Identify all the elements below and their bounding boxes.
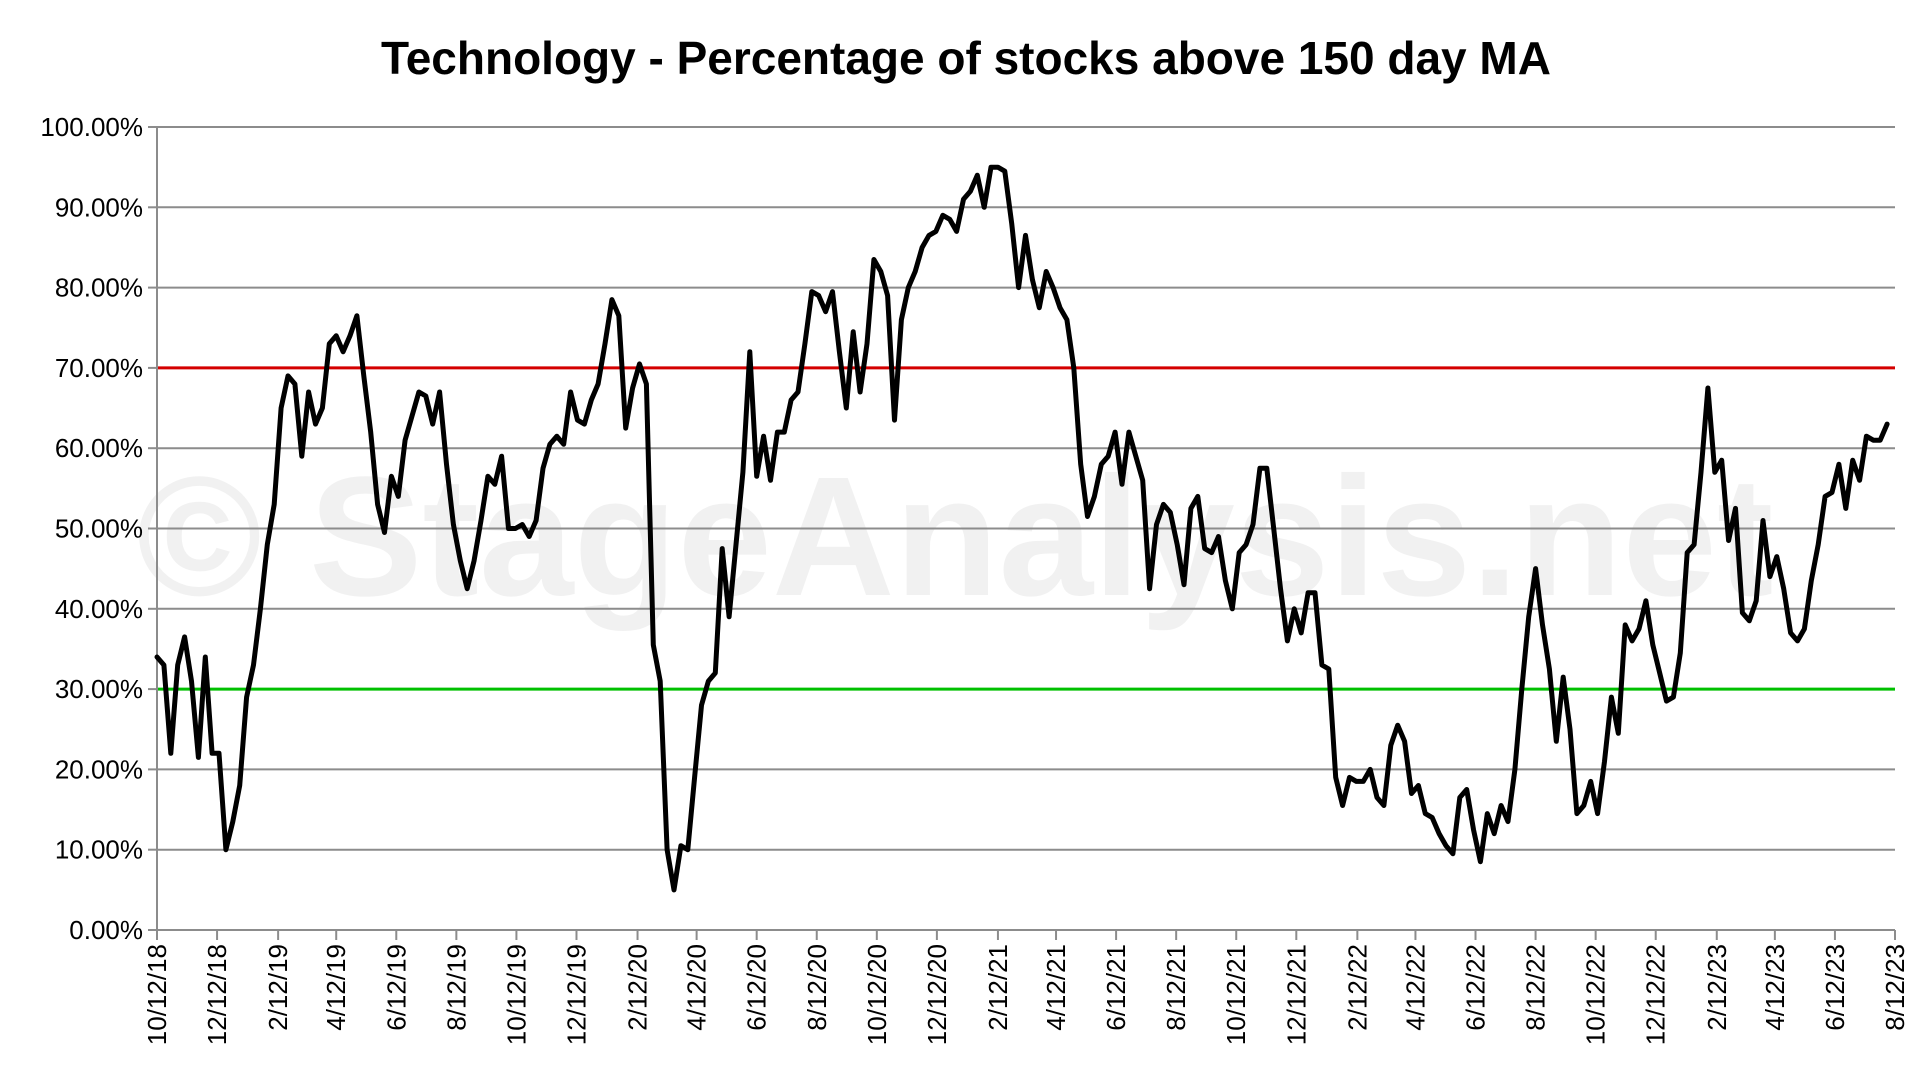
x-tick-label: 2/12/22 [1342,944,1372,1031]
x-tick-label: 10/12/20 [862,944,892,1045]
y-axis-ticks: 0.00% 10.00% 20.00% 30.00% 40.00% 50.00% 60.00… [40,112,157,945]
series-layer [154,164,1890,893]
series-line [154,164,1890,893]
x-tick-label: 12/12/18 [202,944,232,1045]
x-tick-label: 6/12/20 [742,944,772,1031]
x-tick-label: 2/12/19 [263,944,293,1031]
x-tick-label: 6/12/22 [1461,944,1491,1031]
y-tick-label: 60.00% [55,433,143,463]
y-tick-label: 70.00% [55,353,143,383]
x-tick-label: 6/12/21 [1101,944,1131,1031]
x-tick-label: 10/12/21 [1221,944,1251,1045]
y-tick-label: 0.00% [69,915,143,945]
x-tick-label: 12/12/22 [1641,944,1671,1045]
x-tick-label: 10/12/18 [142,944,172,1045]
x-tick-label: 6/12/23 [1820,944,1850,1031]
y-tick-label: 50.00% [55,514,143,544]
axes [156,127,1895,931]
watermark-text: © StageAnalysis.net [137,442,1774,632]
y-tick-label: 40.00% [55,594,143,624]
y-tick-label: 80.00% [55,273,143,303]
x-tick-label: 4/12/20 [682,944,712,1031]
x-axis-ticks: 10/12/18 12/12/18 2/12/19 4/12/19 6/12/19 8/1… [142,930,1910,1045]
x-tick-label: 8/12/23 [1880,944,1910,1031]
x-tick-label: 4/12/22 [1400,944,1430,1031]
y-tick-label: 100.00% [40,112,143,142]
x-tick-label: 8/12/19 [441,944,471,1031]
x-tick-label: 4/12/21 [1041,944,1071,1031]
x-tick-label: 12/12/21 [1281,944,1311,1045]
y-tick-label: 10.00% [55,835,143,865]
x-tick-label: 8/12/22 [1521,944,1551,1031]
x-tick-label: 2/12/21 [983,944,1013,1031]
y-tick-label: 90.00% [55,192,143,222]
x-tick-label: 12/12/19 [561,944,591,1045]
x-tick-label: 10/12/22 [1581,944,1611,1045]
x-tick-label: 4/12/19 [321,944,351,1031]
x-tick-label: 4/12/23 [1760,944,1790,1031]
x-tick-label: 8/12/21 [1161,944,1191,1031]
chart-title: Technology - Percentage of stocks above … [381,32,1551,84]
y-tick-label: 30.00% [55,674,143,704]
x-tick-label: 2/12/20 [623,944,653,1031]
x-tick-label: 8/12/20 [802,944,832,1031]
x-tick-label: 6/12/19 [381,944,411,1031]
x-tick-label: 10/12/19 [501,944,531,1045]
x-tick-label: 12/12/20 [922,944,952,1045]
y-tick-label: 20.00% [55,754,143,784]
reference-lines [157,366,1895,691]
x-tick-label: 2/12/23 [1702,944,1732,1031]
